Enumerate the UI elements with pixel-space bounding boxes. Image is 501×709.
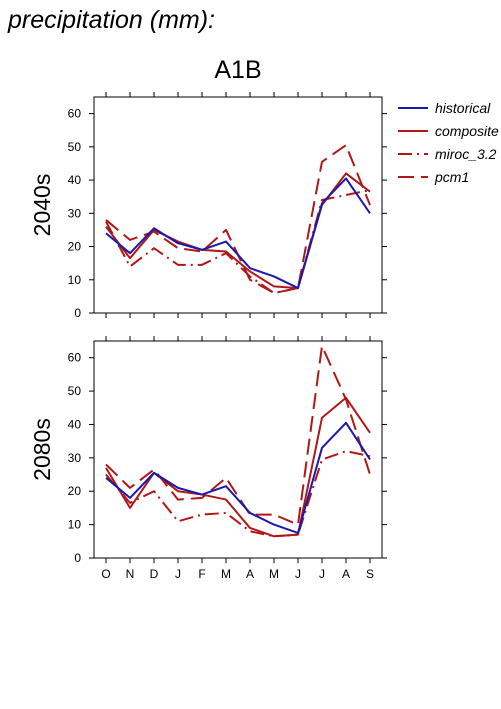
legend-item-miroc: miroc_3.2	[398, 142, 499, 165]
y-tick-label: 0	[74, 551, 81, 565]
legend-swatch-miroc	[398, 152, 428, 155]
y-tick-label: 40	[68, 417, 82, 431]
x-tick-label: D	[150, 567, 159, 581]
legend-item-pcm1: pcm1	[398, 165, 499, 188]
x-tick-label: N	[126, 567, 135, 581]
y-tick-label: 20	[68, 240, 82, 254]
series-line-composite	[105, 396, 371, 538]
y-tick-label: 40	[68, 173, 82, 187]
x-tick-label: O	[101, 567, 110, 581]
y-tick-label: 0	[74, 306, 81, 320]
series-line-historical	[105, 421, 371, 534]
series-line-miroc-3-2	[105, 189, 371, 295]
series-line-miroc-3-2	[105, 450, 371, 538]
series-line-historical	[105, 177, 371, 290]
legend-item-historical: historical	[398, 96, 499, 119]
x-tick-label: M	[221, 567, 231, 581]
chart-legend: historical composite miroc_3.2 pcm1	[398, 96, 499, 188]
x-tick-label: J	[319, 567, 325, 581]
y-tick-label: 30	[68, 451, 82, 465]
y-tick-label: 50	[68, 140, 82, 154]
y-tick-label: 20	[68, 484, 82, 498]
y-tick-label: 10	[68, 273, 82, 287]
series-line-pcm1	[105, 345, 371, 526]
x-tick-label: J	[175, 567, 181, 581]
plot-frame	[93, 96, 383, 314]
panel-label-2040s: 2040s	[29, 174, 55, 237]
series-line-pcm1	[105, 144, 371, 295]
legend-swatch-pcm1	[398, 175, 428, 178]
scenario-title: A1B	[214, 56, 262, 84]
y-tick-label: 50	[68, 384, 82, 398]
legend-label-composite: composite	[435, 122, 499, 139]
panel-label-2080s: 2080s	[29, 418, 55, 481]
x-tick-label: A	[246, 567, 254, 581]
legend-swatch-composite	[398, 129, 428, 132]
x-tick-label: S	[366, 567, 374, 581]
y-tick-label: 30	[68, 206, 82, 220]
panel-2040s: 0 10 20 30 40 50 60 2040s	[29, 92, 387, 320]
plot-frame	[93, 340, 383, 559]
x-tick-label: J	[295, 567, 301, 581]
y-tick-label: 10	[68, 518, 82, 532]
x-tick-label: F	[198, 567, 205, 581]
page-title: precipitation (mm):	[8, 6, 215, 34]
legend-swatch-historical	[398, 106, 428, 109]
series-line-composite	[105, 172, 371, 290]
x-tick-label: A	[342, 567, 350, 581]
y-tick-label: 60	[68, 351, 82, 365]
panel-2080s: 0 10 20 30 40 50 60 O N D J F M A M J J A S 2080s	[29, 336, 387, 581]
legend-label-pcm1: pcm1	[435, 168, 470, 185]
y-tick-label: 60	[68, 107, 82, 121]
legend-label-miroc: miroc_3.2	[435, 145, 497, 162]
x-tick-label: M	[269, 567, 279, 581]
legend-item-composite: composite	[398, 119, 499, 142]
legend-label-historical: historical	[435, 99, 491, 116]
